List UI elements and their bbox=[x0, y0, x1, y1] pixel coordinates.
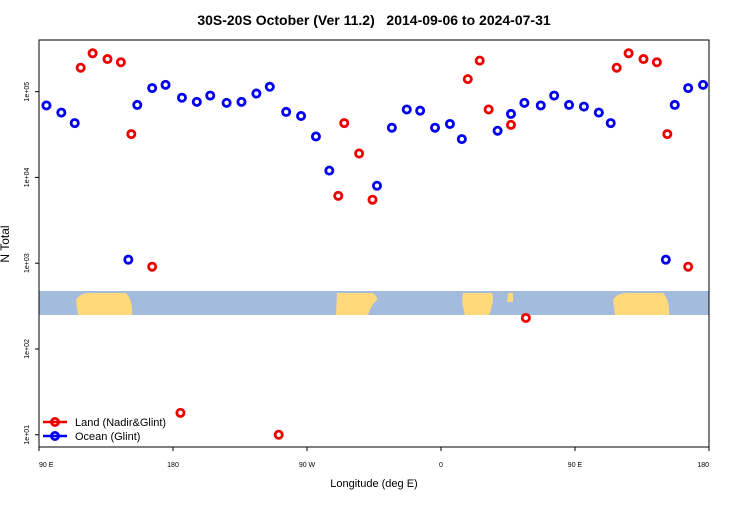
point bbox=[401, 104, 412, 115]
point bbox=[638, 54, 649, 65]
y-tick-label: 1e+05 bbox=[24, 82, 31, 102]
point bbox=[415, 105, 426, 116]
point bbox=[176, 92, 187, 103]
point bbox=[191, 96, 202, 107]
x-tick-label: 90 E bbox=[568, 462, 583, 469]
point bbox=[371, 180, 382, 191]
point bbox=[367, 194, 378, 205]
point bbox=[505, 119, 516, 130]
point bbox=[430, 122, 441, 133]
point bbox=[505, 108, 516, 119]
point bbox=[354, 148, 365, 159]
point bbox=[75, 62, 86, 73]
point bbox=[175, 407, 186, 418]
point bbox=[549, 90, 560, 101]
point bbox=[492, 125, 503, 136]
point bbox=[605, 118, 616, 129]
point bbox=[87, 48, 98, 59]
point bbox=[251, 88, 262, 99]
point bbox=[660, 254, 671, 265]
point bbox=[669, 99, 680, 110]
y-tick-label: 1e+04 bbox=[24, 167, 31, 187]
point bbox=[456, 134, 467, 145]
y-tick-label: 1e+03 bbox=[24, 253, 31, 273]
point bbox=[281, 106, 292, 117]
point bbox=[535, 100, 546, 111]
point bbox=[462, 74, 473, 85]
point bbox=[69, 118, 80, 129]
legend-marker bbox=[50, 430, 61, 441]
point bbox=[310, 131, 321, 142]
point bbox=[264, 81, 275, 92]
point bbox=[333, 190, 344, 201]
map-strip bbox=[39, 291, 709, 315]
point bbox=[474, 55, 485, 66]
y-tick-label: 1e+01 bbox=[24, 425, 31, 445]
point bbox=[683, 83, 694, 94]
point bbox=[160, 79, 171, 90]
point bbox=[683, 261, 694, 272]
x-tick-label: 90 E bbox=[39, 462, 54, 469]
y-axis-label: N Total bbox=[0, 225, 12, 262]
point bbox=[519, 97, 530, 108]
point bbox=[611, 62, 622, 73]
legend-marker bbox=[50, 416, 61, 427]
point bbox=[236, 96, 247, 107]
point bbox=[132, 99, 143, 110]
point bbox=[205, 90, 216, 101]
point bbox=[296, 111, 307, 122]
legend-label: Ocean (Glint) bbox=[75, 431, 140, 443]
plot-frame bbox=[38, 39, 710, 448]
y-tick-label: 1e+02 bbox=[24, 339, 31, 359]
point bbox=[221, 97, 232, 108]
point bbox=[698, 79, 709, 90]
point bbox=[273, 429, 284, 440]
point bbox=[386, 122, 397, 133]
point bbox=[444, 118, 455, 129]
point bbox=[123, 254, 134, 265]
chart-title: 30S-20S October (Ver 11.2) 2014-09-06 to… bbox=[197, 12, 551, 28]
point bbox=[115, 57, 126, 68]
point bbox=[651, 57, 662, 68]
point bbox=[102, 54, 113, 65]
point bbox=[41, 100, 52, 111]
point bbox=[147, 83, 158, 94]
x-axis-label: Longitude (deg E) bbox=[330, 478, 417, 490]
point bbox=[324, 165, 335, 176]
point bbox=[593, 107, 604, 118]
x-tick-label: 0 bbox=[439, 462, 443, 469]
point bbox=[623, 48, 634, 59]
point bbox=[662, 129, 673, 140]
x-tick-label: 180 bbox=[167, 462, 179, 469]
point bbox=[126, 129, 137, 140]
legend-label: Land (Nadir&Glint) bbox=[75, 417, 166, 429]
point bbox=[483, 104, 494, 115]
point bbox=[520, 312, 531, 323]
point bbox=[578, 101, 589, 112]
x-tick-label: 90 W bbox=[299, 462, 316, 469]
x-tick-label: 180 bbox=[697, 462, 709, 469]
point bbox=[147, 261, 158, 272]
point bbox=[56, 107, 67, 118]
point bbox=[339, 118, 350, 129]
point bbox=[564, 99, 575, 110]
